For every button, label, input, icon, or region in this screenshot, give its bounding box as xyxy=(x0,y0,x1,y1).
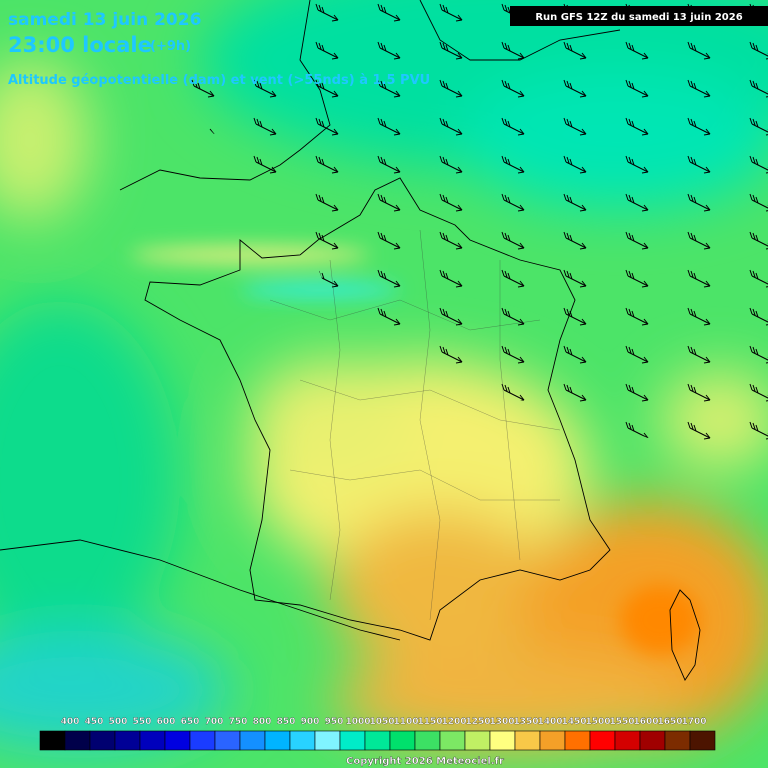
color-swatch xyxy=(689,730,716,751)
subtitle: Altitude géopotentielle (dam) et vent (>… xyxy=(8,73,430,88)
offset: (+9h) xyxy=(150,39,191,54)
scale-label: 1650 xyxy=(657,717,682,727)
scale-label: 1700 xyxy=(681,717,706,727)
color-swatch xyxy=(214,730,241,751)
color-swatch xyxy=(639,730,666,751)
color-swatch xyxy=(264,730,291,751)
scale-label: 1550 xyxy=(609,717,634,727)
scale-label: 850 xyxy=(277,717,296,727)
copyright: Copyright 2026 Meteociel.fr xyxy=(346,756,504,767)
scale-label: 1600 xyxy=(633,717,658,727)
scale-label: 1500 xyxy=(585,717,610,727)
scale-label: 1350 xyxy=(513,717,538,727)
time: 23:00 locale xyxy=(8,33,152,57)
color-swatch xyxy=(89,730,116,751)
scale-label: 950 xyxy=(325,717,344,727)
color-swatch xyxy=(289,730,316,751)
scale-label: 1050 xyxy=(369,717,394,727)
scale-label: 1200 xyxy=(441,717,466,727)
color-swatch xyxy=(439,730,466,751)
color-swatch xyxy=(239,730,266,751)
scale-label: 1000 xyxy=(345,717,370,727)
scale-label: 1400 xyxy=(537,717,562,727)
scale-label: 1450 xyxy=(561,717,586,727)
color-swatch xyxy=(389,730,416,751)
scale-label: 1150 xyxy=(417,717,442,727)
scale-label: 1100 xyxy=(393,717,418,727)
color-swatch xyxy=(664,730,691,751)
scale-label: 450 xyxy=(85,717,104,727)
color-swatch xyxy=(589,730,616,751)
scale-label: 400 xyxy=(61,717,80,727)
color-swatch xyxy=(614,730,641,751)
color-swatch xyxy=(164,730,191,751)
color-swatch xyxy=(189,730,216,751)
color-swatch xyxy=(414,730,441,751)
color-swatch xyxy=(539,730,566,751)
coastlines xyxy=(0,0,701,681)
scale-label: 500 xyxy=(109,717,128,727)
color-swatch xyxy=(39,730,66,751)
scale-label: 700 xyxy=(205,717,224,727)
date: samedi 13 juin 2026 xyxy=(8,10,201,30)
color-swatch xyxy=(114,730,141,751)
scale-label: 800 xyxy=(253,717,272,727)
color-swatch xyxy=(464,730,491,751)
scale-label: 550 xyxy=(133,717,152,727)
run-box xyxy=(510,6,768,26)
run-label: Run GFS 12Z du samedi 13 juin 2026 xyxy=(535,12,742,23)
legend: 400 450 500 550 600 650 700 750 800 850 900 950 1000… xyxy=(39,717,716,751)
color-swatch xyxy=(339,730,366,751)
regions xyxy=(269,229,561,621)
scale-label: 900 xyxy=(301,717,320,727)
color-swatch xyxy=(139,730,166,751)
color-swatch xyxy=(564,730,591,751)
scale-label: 600 xyxy=(157,717,176,727)
color-swatch xyxy=(489,730,516,751)
scale-label: 750 xyxy=(229,717,248,727)
color-swatch xyxy=(314,730,341,751)
color-swatch xyxy=(364,730,391,751)
color-swatch xyxy=(64,730,91,751)
scale-label: 1250 xyxy=(465,717,490,727)
scale-label: 650 xyxy=(181,717,200,727)
scale-label: 1300 xyxy=(489,717,514,727)
color-swatch xyxy=(514,730,541,751)
